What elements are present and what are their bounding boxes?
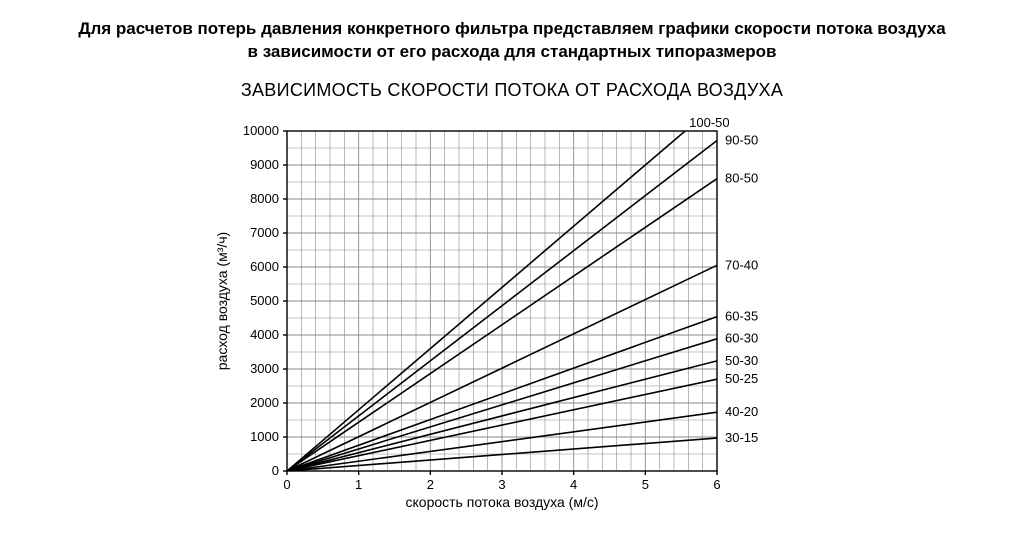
line-chart: 0 1000 2000 3000 4000 5000 6000 7000 8000 9000 100… [192,111,832,531]
heading-line-2: в зависимости от его расхода для стандар… [248,42,777,61]
svg-text:7000: 7000 [250,225,279,240]
svg-text:70-40: 70-40 [725,257,758,272]
svg-text:4: 4 [570,477,577,492]
svg-text:5000: 5000 [250,293,279,308]
svg-text:0: 0 [272,463,279,478]
svg-text:8000: 8000 [250,191,279,206]
heading-line-1: Для расчетов потерь давления конкретного… [78,19,945,38]
svg-text:5: 5 [642,477,649,492]
svg-text:2000: 2000 [250,395,279,410]
svg-text:4000: 4000 [250,327,279,342]
svg-text:9000: 9000 [250,157,279,172]
svg-text:скорость потока воздуха (м/с): скорость потока воздуха (м/с) [406,494,599,510]
svg-text:6000: 6000 [250,259,279,274]
svg-text:расход воздуха (м³/ч): расход воздуха (м³/ч) [214,232,230,370]
svg-text:2: 2 [427,477,434,492]
svg-text:60-35: 60-35 [725,309,758,324]
svg-text:1: 1 [355,477,362,492]
svg-text:50-25: 50-25 [725,371,758,386]
svg-text:100-50: 100-50 [689,115,729,130]
chart-container: 0 1000 2000 3000 4000 5000 6000 7000 8000 9000 100… [0,111,1024,531]
svg-text:3000: 3000 [250,361,279,376]
page: Для расчетов потерь давления конкретного… [0,0,1024,557]
svg-text:50-30: 50-30 [725,353,758,368]
svg-text:40-20: 40-20 [725,404,758,419]
svg-text:60-30: 60-30 [725,331,758,346]
svg-text:6: 6 [713,477,720,492]
svg-text:90-50: 90-50 [725,132,758,147]
page-heading: Для расчетов потерь давления конкретного… [0,18,1024,74]
svg-text:10000: 10000 [243,123,279,138]
svg-text:1000: 1000 [250,429,279,444]
svg-text:0: 0 [283,477,290,492]
svg-text:80-50: 80-50 [725,170,758,185]
svg-text:30-15: 30-15 [725,430,758,445]
chart-title: ЗАВИСИМОСТЬ СКОРОСТИ ПОТОКА ОТ РАСХОДА В… [0,80,1024,101]
svg-text:3: 3 [498,477,505,492]
